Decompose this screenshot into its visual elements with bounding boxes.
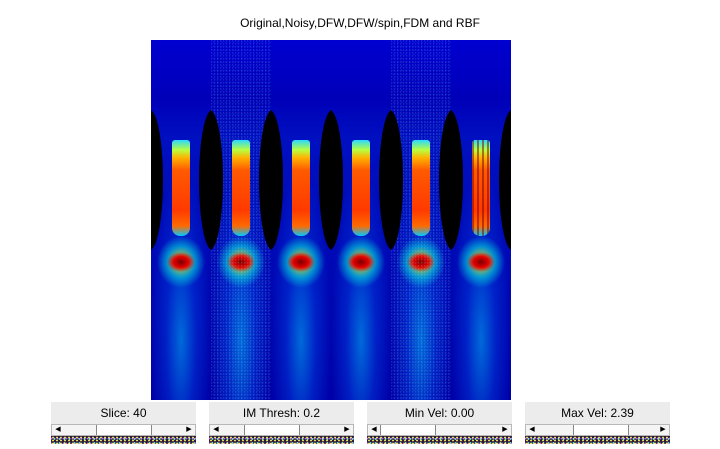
slider-thumb[interactable] bbox=[573, 425, 629, 435]
min-vel-label: Min Vel: 0.00 bbox=[367, 402, 512, 424]
panel-dfw bbox=[271, 40, 331, 400]
im-thresh-label: IM Thresh: 0.2 bbox=[209, 402, 354, 424]
figure-title: Original,Noisy,DFW,DFW/spin,FDM and RBF bbox=[240, 16, 480, 30]
max-vel-control: Max Vel: 2.39 ◀ ▶ bbox=[525, 402, 670, 444]
slice-slider[interactable]: ◀ ▶ bbox=[51, 424, 196, 436]
im-thresh-slider[interactable]: ◀ ▶ bbox=[209, 424, 354, 436]
slider-track[interactable] bbox=[64, 425, 183, 435]
slice-control: Slice: 40 ◀ ▶ bbox=[51, 402, 196, 444]
arrow-left-icon[interactable]: ◀ bbox=[55, 426, 61, 433]
max-vel-slider[interactable]: ◀ ▶ bbox=[525, 424, 670, 436]
arrow-right-icon[interactable]: ▶ bbox=[660, 426, 666, 433]
noise-strip bbox=[367, 436, 512, 444]
im-thresh-control: IM Thresh: 0.2 ◀ ▶ bbox=[209, 402, 354, 444]
velocity-image-axes bbox=[151, 40, 511, 400]
panel-fdm bbox=[391, 40, 451, 400]
slider-controls: Slice: 40 ◀ ▶ IM Thresh: 0.2 ◀ ▶ Min Vel… bbox=[0, 402, 720, 449]
arrow-right-icon[interactable]: ▶ bbox=[344, 426, 350, 433]
slider-track[interactable] bbox=[222, 425, 341, 435]
slider-thumb[interactable] bbox=[380, 425, 436, 435]
noise-strip bbox=[209, 436, 354, 444]
slider-thumb[interactable] bbox=[244, 425, 300, 435]
noise-strip bbox=[51, 436, 196, 444]
arrow-left-icon[interactable]: ◀ bbox=[213, 426, 219, 433]
noise-strip bbox=[525, 436, 670, 444]
arrow-left-icon[interactable]: ◀ bbox=[371, 426, 377, 433]
arrow-right-icon[interactable]: ▶ bbox=[186, 426, 192, 433]
max-vel-label: Max Vel: 2.39 bbox=[525, 402, 670, 424]
min-vel-slider[interactable]: ◀ ▶ bbox=[367, 424, 512, 436]
arrow-right-icon[interactable]: ▶ bbox=[502, 426, 508, 433]
slice-label: Slice: 40 bbox=[51, 402, 196, 424]
panel-rbf bbox=[451, 40, 511, 400]
slider-track[interactable] bbox=[380, 425, 499, 435]
slider-track[interactable] bbox=[538, 425, 657, 435]
panel-dfw-spin bbox=[331, 40, 391, 400]
arrow-left-icon[interactable]: ◀ bbox=[529, 426, 535, 433]
slider-thumb[interactable] bbox=[96, 425, 152, 435]
panel-original bbox=[151, 40, 211, 400]
min-vel-control: Min Vel: 0.00 ◀ ▶ bbox=[367, 402, 512, 444]
panel-noisy bbox=[211, 40, 271, 400]
